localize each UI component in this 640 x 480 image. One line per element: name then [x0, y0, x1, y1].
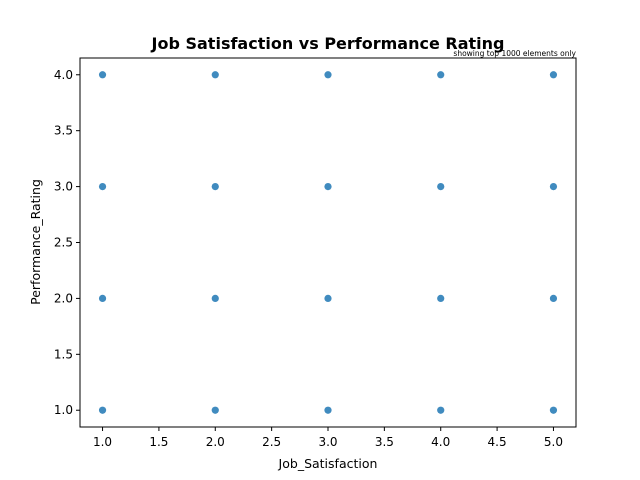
x-tick-label: 1.0: [93, 435, 112, 449]
data-point: [437, 182, 445, 191]
x-tick-label: 4.5: [488, 435, 507, 449]
y-tick-label: 4.0: [54, 68, 73, 82]
y-tick-label: 2.0: [54, 291, 73, 305]
data-point: [98, 294, 107, 303]
data-point: [437, 294, 445, 303]
y-tick-label: 3.5: [54, 124, 73, 138]
data-point: [211, 182, 219, 191]
x-tick-label: 3.5: [375, 435, 394, 449]
plot-frame: [79, 57, 577, 428]
y-tick-label: 1.0: [54, 403, 73, 417]
data-point: [211, 71, 219, 79]
x-tick-label: 3.0: [318, 435, 337, 449]
x-axis: 1.0 1.5 2.0 2.5 3.0 3.5 4.0 4.5 5.0: [93, 427, 563, 449]
data-point: [98, 406, 107, 414]
x-tick-label: 2.5: [262, 435, 281, 449]
data-point: [324, 71, 332, 79]
data-point: [437, 406, 445, 414]
y-tick-label: 2.5: [54, 236, 73, 250]
data-point: [324, 406, 332, 414]
points-layer: [98, 71, 558, 414]
data-point: [211, 294, 219, 303]
x-tick-label: 1.5: [149, 435, 168, 449]
x-axis-label: Job_Satisfaction: [278, 456, 378, 471]
x-tick-label: 5.0: [544, 435, 563, 449]
data-point: [549, 182, 558, 191]
y-axis-label: Performance_Rating: [28, 179, 43, 305]
data-point: [324, 182, 332, 191]
y-tick-label: 3.0: [54, 180, 73, 194]
data-point: [549, 71, 558, 79]
y-axis: 1.0 1.5 2.0 2.5 3.0 3.5 4.0: [54, 68, 80, 417]
x-tick-label: 4.0: [431, 435, 450, 449]
y-tick-label: 1.5: [54, 347, 73, 361]
data-point: [211, 406, 219, 414]
data-point: [324, 294, 332, 303]
data-point: [98, 182, 107, 191]
x-tick-label: 2.0: [206, 435, 225, 449]
data-point: [549, 406, 558, 414]
chart-title: Job Satisfaction vs Performance Rating: [151, 34, 505, 53]
chart-annotation: showing top 1000 elements only: [453, 49, 576, 58]
data-point: [437, 71, 445, 79]
data-point: [549, 294, 558, 303]
data-point: [98, 71, 107, 79]
